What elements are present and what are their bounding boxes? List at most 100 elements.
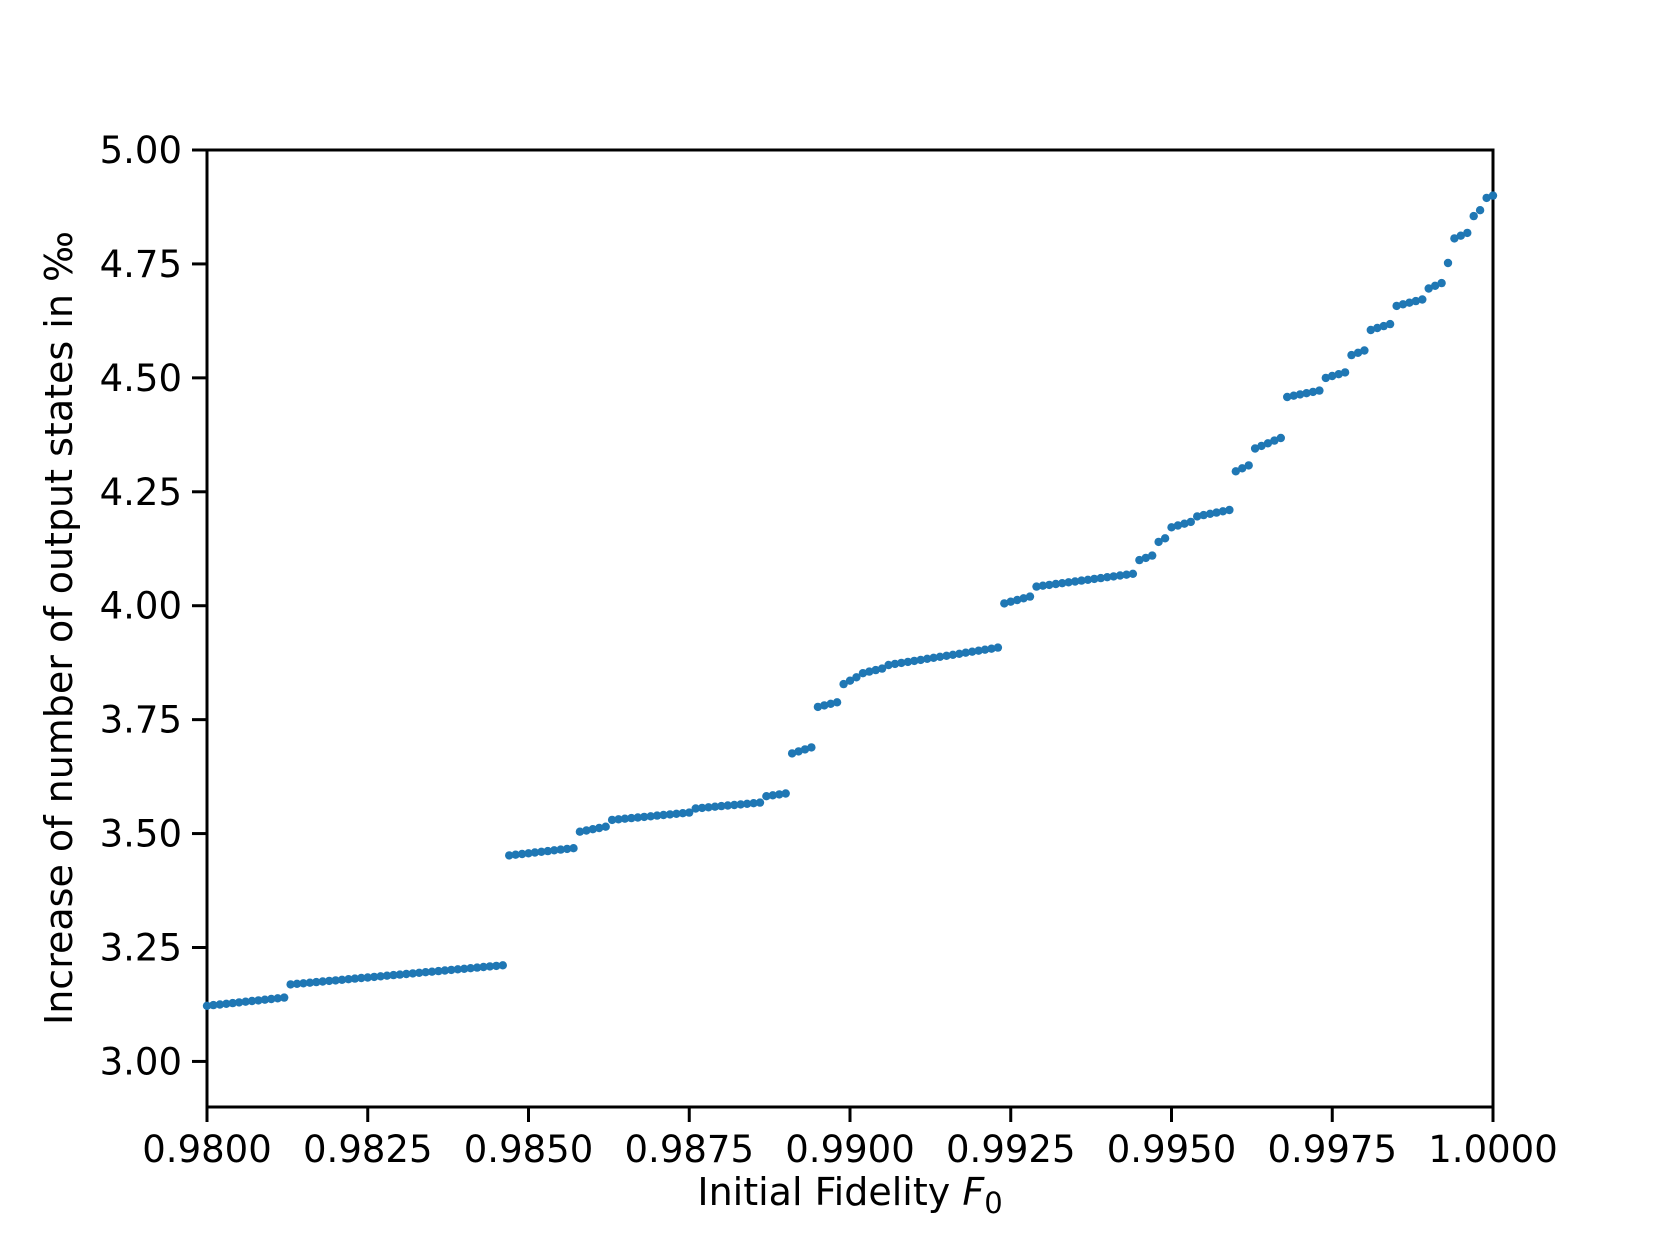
data-point: [395, 970, 405, 979]
x-axis-label-symbol: F: [962, 1170, 985, 1214]
data-point: [961, 648, 970, 657]
data-point: [601, 822, 610, 831]
data-point: [498, 961, 507, 970]
data-point: [1193, 512, 1202, 521]
data-point: [1013, 595, 1022, 605]
data-point: [742, 799, 752, 808]
data-point: [234, 998, 244, 1007]
data-point: [1385, 319, 1395, 329]
data-point: [537, 847, 546, 856]
data-point: [357, 973, 366, 983]
data-point: [1103, 573, 1112, 582]
y-tick-label: 3.75: [100, 699, 182, 742]
data-point: [299, 979, 308, 988]
data-point: [241, 997, 250, 1006]
data-point: [794, 747, 803, 756]
y-tick-label: 4.00: [100, 585, 182, 628]
data-point: [1430, 281, 1440, 290]
x-tick-label: 0.9900: [785, 1128, 914, 1171]
data-point: [1238, 464, 1247, 473]
data-point: [202, 1001, 212, 1010]
data-point: [318, 977, 327, 986]
data-point: [736, 800, 745, 809]
data-point: [813, 702, 823, 712]
data-point: [1257, 441, 1266, 451]
plot-border: [205, 148, 1495, 1109]
data-point: [402, 969, 411, 979]
data-point: [1482, 193, 1491, 203]
data-point: [1180, 519, 1189, 528]
data-point: [659, 810, 668, 820]
data-point: [697, 803, 707, 813]
data-point: [447, 965, 456, 975]
data-point: [1199, 510, 1208, 520]
data-point: [511, 850, 520, 859]
data-point: [1218, 507, 1228, 516]
data-point: [267, 994, 276, 1004]
data-point: [1450, 234, 1459, 243]
data-point: [1289, 391, 1298, 400]
data-point: [1167, 523, 1176, 532]
data-point: [453, 965, 462, 974]
data-point: [1475, 206, 1485, 215]
data-point: [820, 701, 829, 710]
data-point: [787, 749, 797, 758]
data-point: [1347, 350, 1356, 360]
data-point: [440, 966, 450, 975]
data-point: [421, 968, 430, 977]
data-point: [607, 815, 617, 825]
data-point: [1308, 387, 1318, 397]
data-point: [273, 994, 282, 1003]
data-point: [890, 659, 900, 669]
data-point: [479, 962, 488, 972]
data-point: [685, 808, 694, 817]
data-point: [749, 799, 758, 808]
data-point: [1244, 461, 1253, 470]
data-point: [1328, 371, 1337, 381]
data-point: [1070, 577, 1080, 586]
data-point: [1469, 211, 1478, 221]
data-point: [1205, 509, 1215, 518]
data-point: [704, 803, 713, 812]
data-point: [1340, 368, 1350, 377]
data-point: [337, 975, 347, 984]
data-point: [1212, 508, 1221, 517]
data-point: [1090, 574, 1099, 584]
data-point: [1051, 579, 1061, 589]
data-point: [916, 655, 925, 665]
data-point: [768, 791, 777, 800]
data-point: [903, 657, 913, 667]
data-point: [923, 654, 932, 663]
data-points: [202, 191, 1498, 1010]
data-point: [247, 996, 257, 1006]
data-point: [980, 645, 990, 654]
data-point: [382, 971, 392, 980]
data-point: [485, 962, 495, 971]
data-point: [1411, 296, 1421, 306]
data-point: [582, 826, 591, 835]
data-point: [543, 846, 552, 856]
data-point: [1443, 258, 1453, 268]
data-point: [434, 966, 443, 976]
data-point: [627, 813, 636, 823]
data-point: [858, 669, 868, 678]
data-point: [620, 814, 630, 823]
x-tick-label: 0.9850: [464, 1128, 593, 1171]
y-axis-ticks: 3.00 3.25 3.50 3.75 4.00 4.25 4.50 4.75 5.00: [100, 129, 207, 1083]
data-point: [408, 969, 417, 978]
y-tick-label: 4.75: [100, 243, 182, 286]
data-point: [942, 651, 951, 660]
data-point: [260, 995, 270, 1004]
data-point: [1250, 444, 1260, 453]
data-point: [935, 652, 945, 661]
data-point: [723, 801, 732, 810]
data-point: [884, 660, 893, 670]
data-point: [691, 804, 700, 813]
data-point: [755, 798, 765, 807]
data-point: [376, 972, 385, 981]
data-point: [968, 647, 977, 656]
data-point: [1225, 505, 1234, 515]
data-point: [1379, 321, 1388, 331]
